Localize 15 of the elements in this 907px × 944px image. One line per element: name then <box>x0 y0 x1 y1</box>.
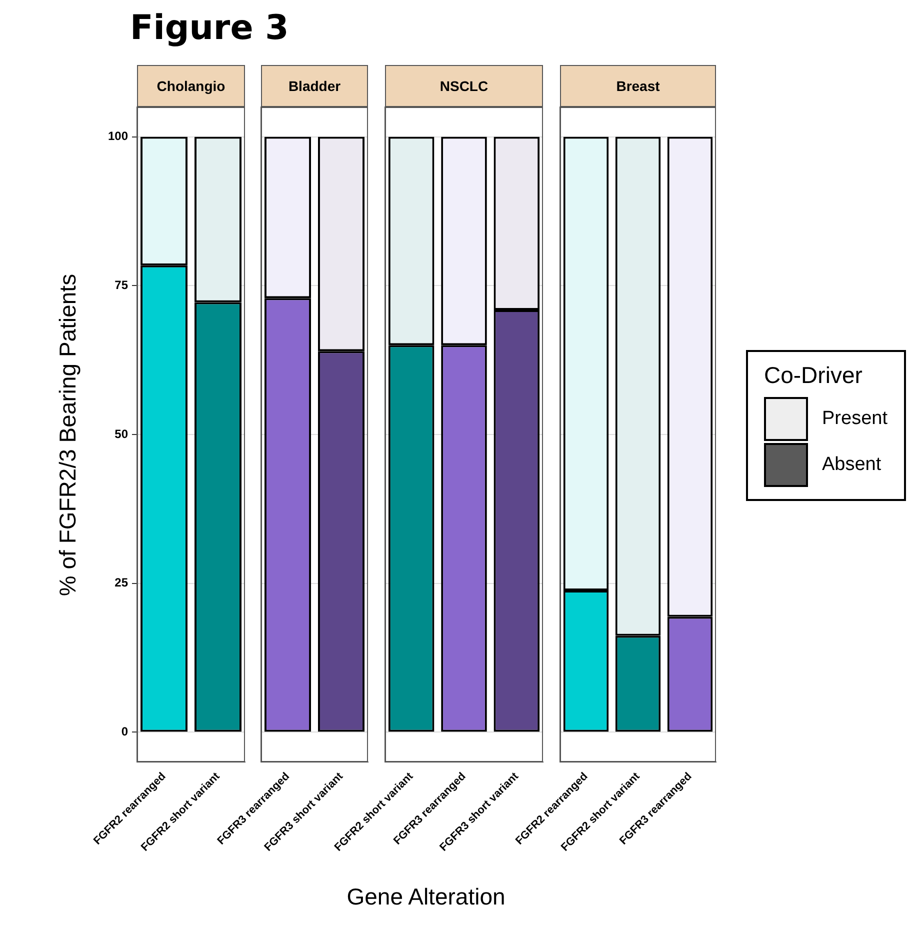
caption: Figure 3 <box>130 8 289 48</box>
y-axis-title: % of FGFR2/3 Bearing Patients <box>54 273 82 596</box>
y-tick-label: 100 <box>108 129 128 144</box>
chart-title: Bladder <box>261 65 368 107</box>
chart-title: Breast <box>560 65 716 107</box>
text: Absent <box>822 454 882 476</box>
y-tick-label: 0 <box>121 724 128 739</box>
y-tick-label: 25 <box>114 576 128 590</box>
chart-title: NSCLC <box>385 65 543 107</box>
chart-title: Cholangio <box>137 65 245 107</box>
legend-title: Co-Driver <box>764 362 864 389</box>
text: Present <box>822 408 888 430</box>
y-tick-label: 75 <box>114 278 128 292</box>
y-tick-label: 50 <box>114 426 128 441</box>
x-axis-title: Gene Alteration <box>346 884 506 910</box>
